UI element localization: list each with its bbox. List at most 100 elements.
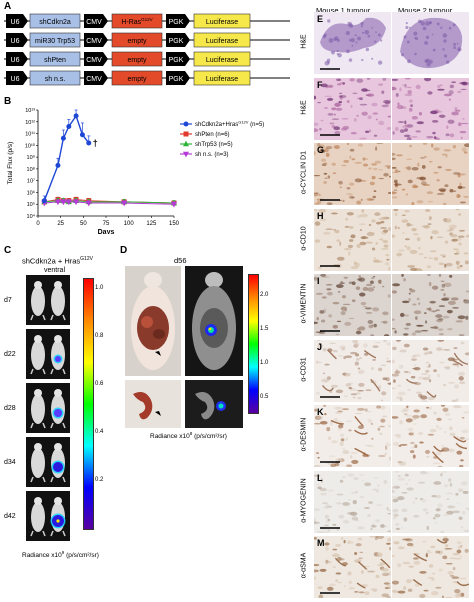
column-header-mouse-2: Mouse 2 tumour: [398, 6, 453, 15]
mouse-head: [54, 443, 62, 451]
panel-label: M: [317, 538, 325, 548]
mouse-head: [34, 335, 42, 343]
mouse-silhouette: [31, 340, 45, 370]
luciferase-label: Luciferase: [206, 76, 238, 83]
histology-image-mouse-2: [392, 77, 469, 140]
y-tick-label: 10¹¹: [25, 132, 35, 138]
panel-label: F: [317, 80, 323, 90]
mouse-head: [54, 497, 62, 505]
y-tick-label: 10⁹: [27, 154, 35, 161]
oncogene-cassette: [111, 32, 163, 48]
y-tick-label: 10⁵: [27, 201, 35, 208]
arrow-marker: [155, 351, 161, 356]
cmv-label: CMV: [86, 38, 102, 45]
day-label: d28: [4, 405, 16, 412]
legend-item: sh n.s. (n=3): [180, 151, 229, 158]
histology-image-mouse-1: M: [314, 536, 391, 598]
oncogene-label: empty: [127, 38, 147, 45]
panel-label: J: [317, 342, 322, 352]
histology-image-mouse-1: G: [314, 143, 391, 205]
y-tick-label: 10⁸: [27, 166, 35, 173]
mouse-silhouette: [31, 286, 45, 316]
data-point: [85, 200, 92, 207]
day-label: d7: [4, 297, 12, 304]
column-header-mouse-1: Mouse 1 tumour: [316, 6, 371, 15]
luciferase-cassette: [193, 13, 251, 29]
luciferase-cassette: [193, 32, 251, 48]
panel-label: E: [317, 14, 323, 24]
x-tick-label: 100: [124, 221, 135, 227]
mouse-silhouette: [31, 448, 45, 478]
death-dagger: †: [93, 138, 98, 148]
day-label: d42: [4, 513, 16, 520]
panel-label: H: [317, 211, 324, 221]
legend-label: shCdkn2a+HrasG12V (n=5): [195, 120, 264, 129]
u6-label: U6: [11, 57, 20, 64]
stain-label: α-VIMENTIN: [300, 283, 308, 324]
histology-image-mouse-1: F: [314, 77, 391, 140]
data-point: [60, 199, 67, 206]
stain-label: α-CD10: [300, 225, 308, 251]
ivis-image: [26, 275, 70, 325]
histology-image-mouse-1: J: [314, 339, 391, 402]
x-tick-label: 150: [169, 221, 180, 227]
stain-label: H&E: [300, 99, 308, 115]
pgk-promoter: [166, 33, 190, 47]
data-point: [182, 140, 190, 147]
cmv-promoter: [84, 71, 108, 85]
data-point: [79, 132, 85, 138]
stain-label: α-CYCLIN D1: [300, 151, 308, 194]
scale-tick-label: 1.0: [95, 285, 104, 291]
scale-tick-label: 0.5: [260, 394, 269, 400]
u6-label: U6: [11, 19, 20, 26]
ivis-image: [26, 491, 70, 541]
stain-label: α-αSMA: [300, 552, 308, 579]
histology-image-mouse-2: [392, 208, 469, 271]
x-tick-label: 50: [80, 221, 87, 227]
u6-promoter: [6, 33, 28, 47]
data-point: [54, 199, 61, 206]
panel-label: G: [317, 145, 324, 155]
shrna-cassette: [29, 70, 81, 86]
pgk-label: PGK: [169, 57, 184, 64]
cmv-label: CMV: [86, 19, 102, 26]
day-label: d34: [4, 459, 16, 466]
pgk-label: PGK: [169, 38, 184, 45]
shrna-label: sh n.s.: [45, 76, 66, 83]
u6-label: U6: [11, 76, 20, 83]
histology-image-mouse-1: K: [314, 405, 391, 467]
cmv-promoter: [84, 33, 108, 47]
histology-image-mouse-2: [392, 274, 469, 336]
ivis-image: [26, 383, 70, 433]
mouse-head: [34, 281, 42, 289]
oncogene-cassette: [111, 13, 163, 29]
y-tick-label: 10⁷: [27, 178, 35, 185]
u6-promoter: [6, 14, 28, 28]
data-point: [183, 131, 189, 137]
scale-tick-label: 0.2: [95, 477, 104, 483]
data-point: [66, 123, 72, 129]
histology-image-mouse-1: E: [314, 12, 391, 74]
pgk-label: PGK: [169, 76, 184, 83]
flux-chart: 10⁴ 10⁵ 10⁶ 10⁷ 10⁸ 10⁹ 10¹⁰ 10¹¹ 10¹² 10¹³ 0 25 50 7…: [7, 108, 264, 234]
cmv-promoter: [84, 52, 108, 66]
radiance-label-c: Radiance x109 (p/s/cm²/sr): [22, 550, 99, 560]
mouse-head: [34, 443, 42, 451]
view-label: ventral: [44, 267, 66, 274]
dissection-images: [125, 266, 243, 428]
histology-image-mouse-2: [392, 143, 469, 205]
panel-label-d: D: [120, 245, 128, 256]
shrna-cassette: [29, 13, 81, 29]
cmv-promoter: [84, 14, 108, 28]
bioluminescence-core: [55, 356, 61, 362]
mouse-head: [34, 389, 42, 397]
panel-c-title: shCdkn2a + HrasG12V: [22, 256, 93, 266]
panel-label: I: [317, 276, 320, 286]
y-tick-label: 10¹²: [25, 120, 35, 126]
luciferase-cassette: [193, 70, 251, 86]
pgk-promoter: [166, 14, 190, 28]
shrna-cassette: [29, 51, 81, 67]
mouse-head: [54, 389, 62, 397]
construct-row: U6 shPten CMV empty PGK Luciferase: [4, 51, 290, 67]
y-tick-label: 10⁶: [27, 189, 35, 196]
